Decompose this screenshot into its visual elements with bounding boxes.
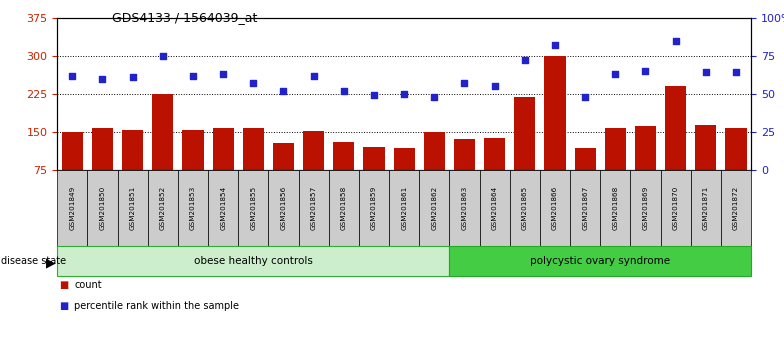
Point [397,91,411,97]
Point [579,94,591,100]
Bar [303,131,325,170]
Bar [725,128,746,170]
Text: GSM201857: GSM201857 [310,186,317,230]
Bar [424,132,445,170]
Point [247,80,260,86]
Text: GSM201866: GSM201866 [552,186,558,230]
Text: GSM201850: GSM201850 [100,186,106,230]
Point [96,76,109,81]
Point [157,53,169,58]
Text: ■: ■ [59,280,68,290]
Text: GSM201852: GSM201852 [160,186,166,230]
Point [699,70,712,75]
Text: GDS4133 / 1564039_at: GDS4133 / 1564039_at [112,11,257,24]
Bar [394,148,415,170]
Text: GSM201871: GSM201871 [702,186,709,230]
Bar [665,86,686,170]
Bar [635,126,656,170]
Text: polycystic ovary syndrome: polycystic ovary syndrome [530,256,670,266]
Text: GSM201859: GSM201859 [371,186,377,230]
Text: GSM201870: GSM201870 [673,186,679,230]
Bar [484,138,505,170]
Point [217,71,230,77]
Text: GSM201869: GSM201869 [642,186,648,230]
Text: GSM201867: GSM201867 [583,186,588,230]
Text: disease state: disease state [1,256,66,266]
Text: GSM201856: GSM201856 [281,186,286,230]
Bar [152,94,173,170]
Text: ■: ■ [59,301,68,311]
Point [307,73,320,78]
Point [609,71,622,77]
Point [549,42,561,48]
Text: percentile rank within the sample: percentile rank within the sample [74,301,239,311]
Point [730,70,742,75]
Text: GSM201865: GSM201865 [522,186,528,230]
Text: GSM201868: GSM201868 [612,186,619,230]
Bar [544,56,565,170]
Text: GSM201861: GSM201861 [401,186,407,230]
Point [368,92,380,98]
Bar [92,128,113,170]
Bar [122,130,143,170]
Bar [273,143,294,170]
Text: GSM201855: GSM201855 [250,186,256,230]
Point [639,68,652,74]
Point [488,83,501,89]
Text: count: count [74,280,102,290]
Bar [364,147,384,170]
Text: GSM201872: GSM201872 [733,186,739,230]
Text: GSM201853: GSM201853 [190,186,196,230]
Text: GSM201849: GSM201849 [69,186,75,230]
Text: GSM201858: GSM201858 [341,186,347,230]
Point [518,57,531,63]
Bar [333,142,354,170]
Text: GSM201863: GSM201863 [462,186,467,230]
Text: GSM201851: GSM201851 [129,186,136,230]
Point [338,88,350,93]
Point [187,73,199,78]
Point [458,80,470,86]
Text: GSM201854: GSM201854 [220,186,226,230]
Bar [604,128,626,170]
Bar [695,125,717,170]
Text: GSM201862: GSM201862 [431,186,437,230]
Bar [183,130,204,170]
Point [670,38,682,43]
Text: obese healthy controls: obese healthy controls [194,256,313,266]
Text: ▶: ▶ [46,256,56,269]
Point [66,73,78,78]
Text: GSM201864: GSM201864 [492,186,498,230]
Point [126,74,139,80]
Point [278,88,290,93]
Bar [62,132,83,170]
Bar [243,128,264,170]
Bar [454,139,475,170]
Bar [575,148,596,170]
Bar [514,97,535,170]
Point [428,94,441,100]
Bar [212,128,234,170]
